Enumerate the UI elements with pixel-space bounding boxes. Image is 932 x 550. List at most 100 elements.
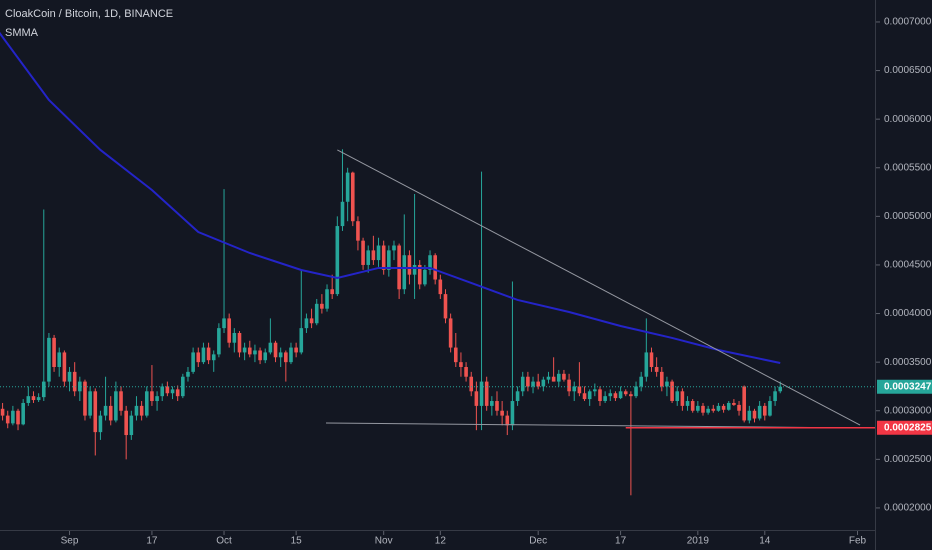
candle-body <box>402 255 407 290</box>
y-tick-label: 0.0006000 <box>884 114 932 125</box>
candle-body <box>21 402 25 425</box>
candle-body <box>320 303 324 309</box>
y-tick-label: 0.0002500 <box>884 454 932 465</box>
candle-body <box>289 347 293 363</box>
candle-body <box>613 393 618 399</box>
candle-body <box>78 381 82 392</box>
candle-body <box>387 250 391 270</box>
candle-body <box>582 393 587 400</box>
candle-body <box>150 391 154 402</box>
candle-body <box>428 255 432 270</box>
candle-body <box>562 373 566 380</box>
smma-line <box>0 31 781 364</box>
candle-body <box>350 172 355 222</box>
candle-body <box>392 245 396 251</box>
candle-body <box>175 389 180 397</box>
candle-body <box>376 245 381 261</box>
candle-body <box>191 352 195 372</box>
x-tick-label: 2019 <box>687 536 710 547</box>
candle-body <box>665 381 669 387</box>
candle-body <box>453 347 458 363</box>
candle-body <box>598 389 602 402</box>
candle-body <box>577 386 582 394</box>
candle-body <box>211 354 216 361</box>
candle-body <box>675 391 680 402</box>
price-label-box <box>877 420 932 435</box>
candle-body <box>757 405 762 419</box>
candle-body <box>134 405 139 416</box>
candle-body <box>340 201 345 227</box>
candle-body <box>139 405 144 416</box>
candle-body <box>155 396 159 402</box>
candle-body <box>490 401 494 406</box>
candle-body <box>304 318 309 329</box>
candle-body <box>479 381 484 406</box>
candle-body <box>345 172 350 202</box>
candle-body <box>227 318 231 343</box>
candle-body <box>309 318 314 324</box>
candle-body <box>47 337 51 382</box>
x-tick-label: 17 <box>615 536 627 547</box>
candle-body <box>608 393 613 397</box>
candle-body <box>294 347 298 353</box>
candle-body <box>696 405 700 411</box>
y-tick-label: 0.0002000 <box>884 503 932 514</box>
candle-body <box>556 373 561 382</box>
candle-body <box>670 381 674 402</box>
y-tick-label: 0.0005500 <box>884 162 932 173</box>
candle-body <box>330 289 334 295</box>
candle-body <box>217 328 221 355</box>
candle-body <box>505 415 510 426</box>
x-tick-label: Dec <box>529 536 547 547</box>
candle-body <box>706 408 710 413</box>
candle-body <box>685 401 690 406</box>
candle-body <box>773 391 777 402</box>
candle-body <box>124 410 128 436</box>
candle-body <box>726 402 731 410</box>
candle-body <box>5 415 10 424</box>
x-tick-label: 17 <box>146 536 158 547</box>
candle-body <box>510 401 515 426</box>
candle-body <box>206 347 211 361</box>
candle-body <box>98 415 103 433</box>
candle-body <box>268 342 273 353</box>
x-tick-label: 14 <box>759 536 771 547</box>
candle-body <box>278 352 283 358</box>
indicator-legend: SMMA <box>5 27 39 39</box>
candle-body <box>732 402 736 405</box>
candle-body <box>634 386 638 397</box>
candle-body <box>247 347 252 355</box>
candle-body <box>742 386 746 421</box>
candle-body <box>0 408 5 416</box>
candle-body <box>119 391 123 411</box>
candle-body <box>593 389 597 392</box>
candle-body <box>361 240 365 265</box>
candle-body <box>108 405 113 421</box>
candle-body <box>438 279 443 295</box>
y-tick-label: 0.0007000 <box>884 17 932 28</box>
candle-body <box>464 367 468 377</box>
candle-body <box>196 352 201 363</box>
candle-body <box>381 245 386 270</box>
candle-body <box>242 347 247 353</box>
y-tick-label: 0.0005000 <box>884 211 932 222</box>
candle-body <box>417 264 422 285</box>
x-tick-label: Nov <box>375 536 393 547</box>
candle-body <box>721 405 726 410</box>
candle-body <box>103 405 108 416</box>
candle-body <box>752 410 757 419</box>
candle-body <box>186 371 190 377</box>
trend-line <box>337 149 861 426</box>
candle-body <box>520 376 525 392</box>
candle-body <box>181 376 185 397</box>
candle-body <box>551 376 556 382</box>
candle-body <box>52 337 56 368</box>
candle-body <box>16 410 20 425</box>
candle-body <box>515 391 520 402</box>
candle-body <box>26 396 31 403</box>
candle-body <box>335 226 340 295</box>
candle-body <box>474 391 479 406</box>
candle-body <box>57 352 62 368</box>
